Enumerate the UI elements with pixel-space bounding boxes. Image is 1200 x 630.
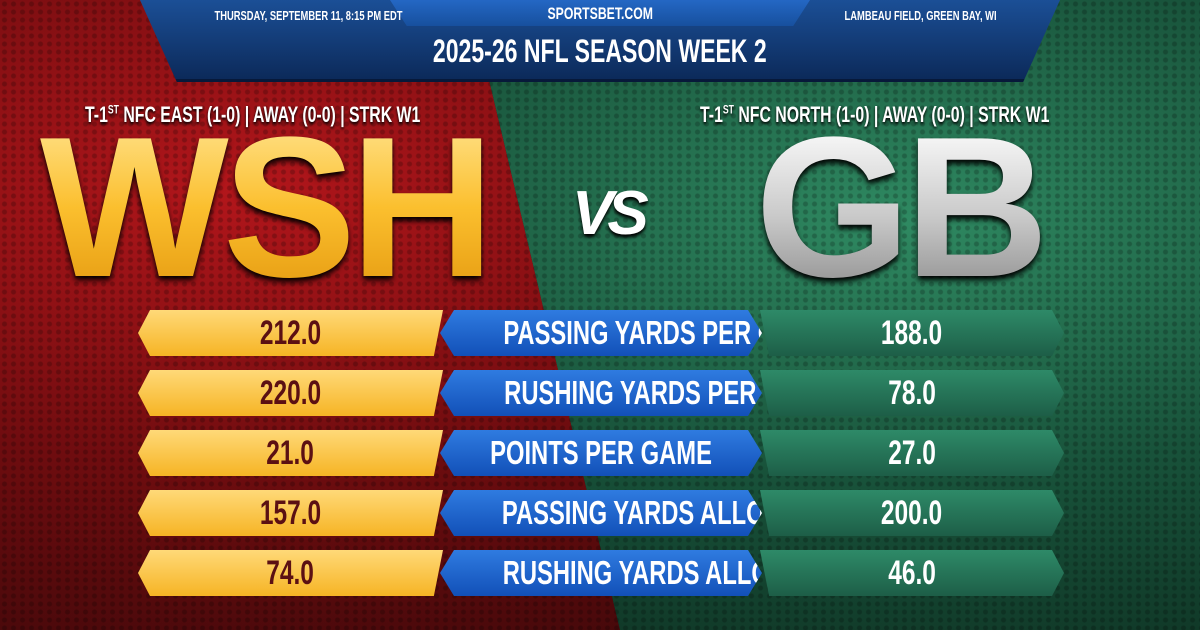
away-stat-value: 212.0 (138, 310, 443, 356)
stat-label: RUSHING YARDS PER GAME (440, 370, 762, 416)
home-stat-value: 200.0 (760, 490, 1064, 536)
home-record: T-1ST NFC NORTH (1-0) | AWAY (0-0) | STR… (700, 102, 1050, 127)
stat-label: RUSHING YARDS ALLOWED (440, 550, 762, 596)
home-stat-value: 46.0 (760, 550, 1064, 596)
stat-row: 220.0 RUSHING YARDS PER GAME 78.0 (138, 370, 1064, 416)
page-title: 2025-26 NFL SEASON WEEK 2 (433, 33, 767, 69)
away-stat-value: 157.0 (138, 490, 443, 536)
stat-label: POINTS PER GAME (440, 430, 762, 476)
vs-label: VS (572, 179, 649, 248)
away-stat-value: 74.0 (138, 550, 443, 596)
away-stat-value: 220.0 (138, 370, 443, 416)
stat-label: PASSING YARDS PER GAME (440, 310, 762, 356)
away-record: T-1ST NFC EAST (1-0) | AWAY (0-0) | STRK… (85, 102, 421, 127)
stat-row: 21.0 POINTS PER GAME 27.0 (138, 430, 1064, 476)
stat-row: 212.0 PASSING YARDS PER GAME 188.0 (138, 310, 1064, 356)
home-stat-value: 78.0 (760, 370, 1064, 416)
home-team-abbr: GB (755, 96, 1049, 319)
site-name: SPORTSBET.COM (547, 4, 653, 23)
stat-row: 157.0 PASSING YARDS ALLOWED 200.0 (138, 490, 1064, 536)
venue: LAMBEAU FIELD, GREEN BAY, WI (844, 8, 997, 23)
home-stat-value: 188.0 (760, 310, 1064, 356)
stat-row: 74.0 RUSHING YARDS ALLOWED 46.0 (138, 550, 1064, 596)
away-stat-value: 21.0 (138, 430, 443, 476)
away-team-abbr: WSH (40, 96, 495, 319)
game-date: THURSDAY, SEPTEMBER 11, 8:15 PM EDT (214, 8, 403, 23)
stat-label: PASSING YARDS ALLOWED (440, 490, 762, 536)
home-stat-value: 27.0 (760, 430, 1064, 476)
site-bar (390, 0, 810, 26)
